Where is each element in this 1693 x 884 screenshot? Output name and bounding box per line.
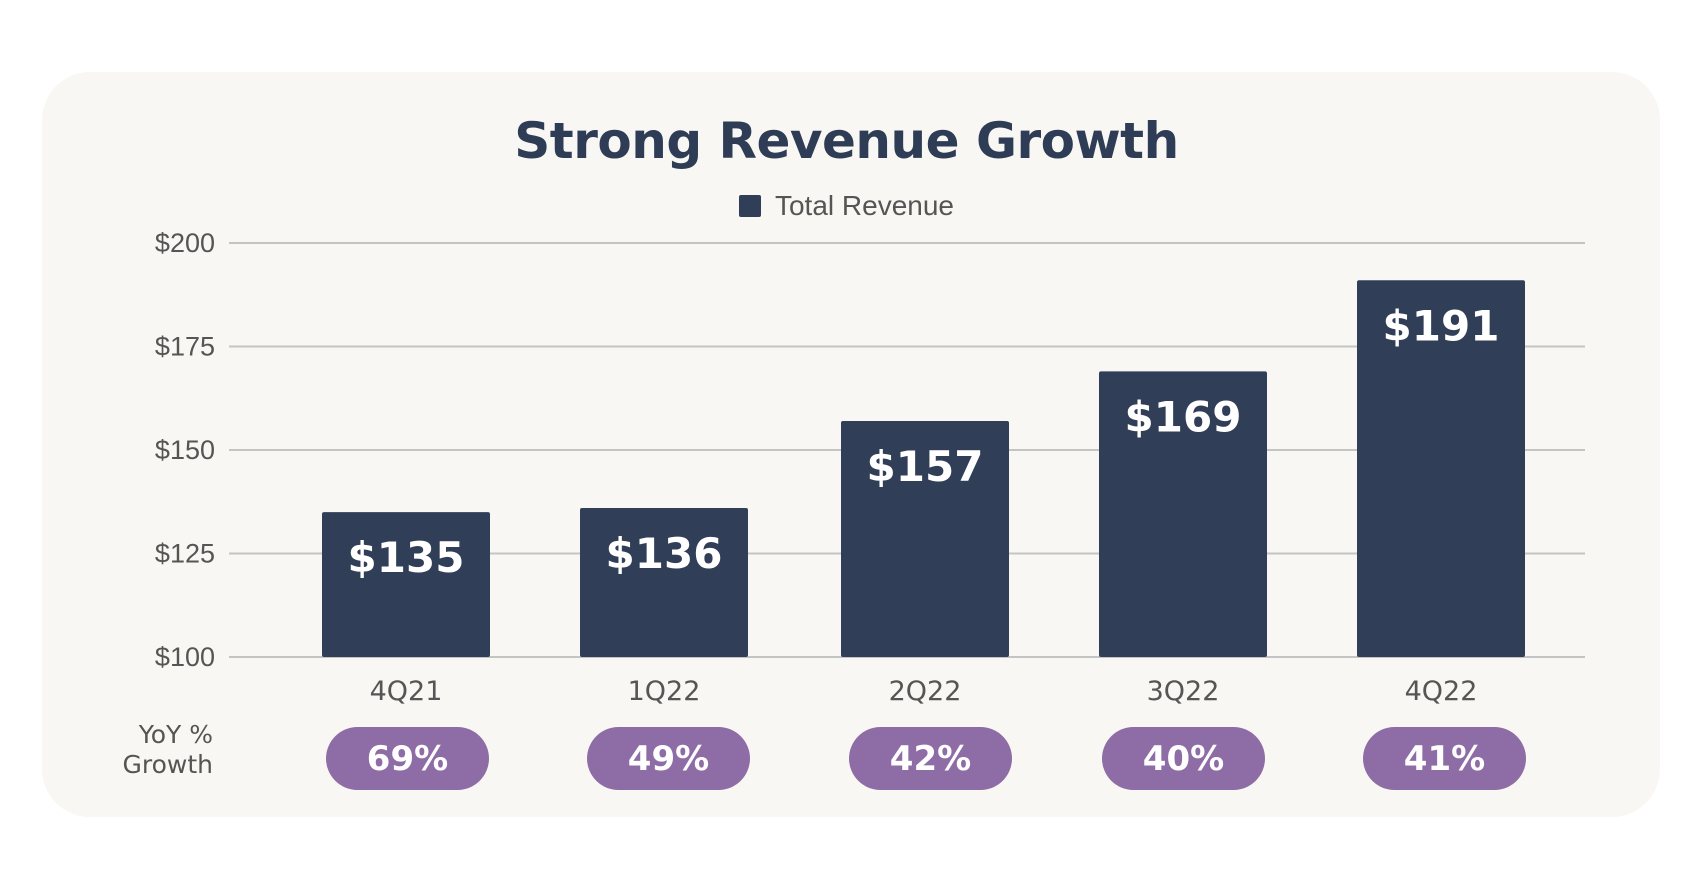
legend-label: Total Revenue — [774, 190, 954, 221]
y-tick-label: $125 — [155, 539, 215, 569]
bar — [1099, 371, 1267, 657]
yoy-growth-pill: 69% — [326, 727, 489, 790]
data-label: $169 — [1125, 392, 1242, 441]
legend: Total Revenue — [0, 190, 1693, 222]
yoy-growth-pill: 42% — [849, 727, 1012, 790]
x-tick-label: 4Q22 — [1405, 676, 1478, 707]
yoy-label-line2: Growth — [122, 750, 214, 779]
data-label: $157 — [867, 442, 984, 491]
bar — [322, 512, 490, 657]
legend-swatch — [738, 195, 761, 217]
yoy-growth-pill: 40% — [1102, 727, 1265, 790]
bar — [841, 421, 1009, 657]
x-tick-label: 2Q22 — [889, 676, 962, 707]
x-tick-label: 4Q21 — [370, 676, 443, 707]
data-label: $136 — [606, 529, 723, 578]
yoy-growth-pill: 41% — [1363, 727, 1526, 790]
bar — [1357, 280, 1525, 657]
y-tick-label: $150 — [155, 435, 215, 465]
bar — [580, 507, 748, 657]
data-label: $191 — [1383, 301, 1500, 350]
x-tick-label: 1Q22 — [628, 676, 701, 707]
data-label: $135 — [348, 533, 465, 582]
yoy-growth-pill: 49% — [587, 727, 750, 790]
chart-title: Strong Revenue Growth — [514, 112, 1179, 170]
x-tick-label: 3Q22 — [1147, 676, 1220, 707]
yoy-label: YoY % Growth — [90, 720, 214, 780]
y-tick-label: $175 — [155, 332, 215, 362]
y-tick-label: $100 — [155, 642, 215, 672]
yoy-label-line1: YoY % — [138, 720, 213, 749]
y-tick-label: $200 — [155, 228, 215, 258]
